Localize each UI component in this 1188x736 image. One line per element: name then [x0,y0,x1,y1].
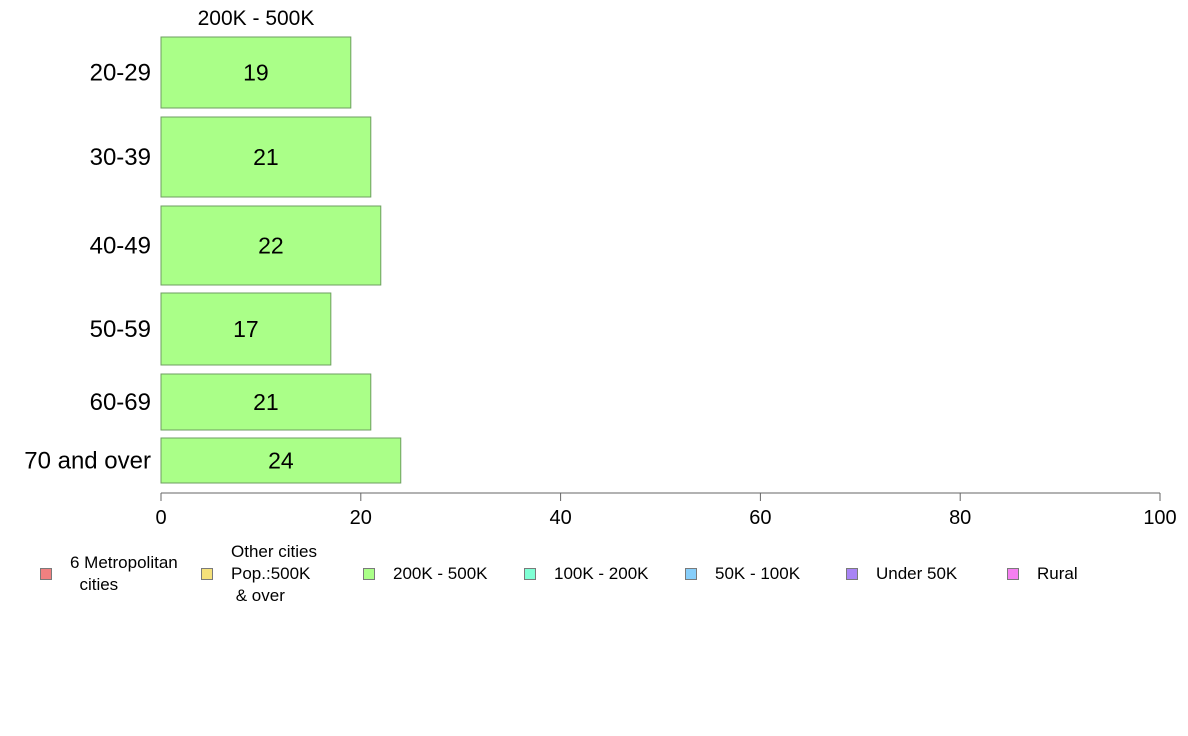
x-tick-label: 60 [749,507,771,529]
x-tick-label: 0 [155,507,166,529]
category-label: 50-59 [90,316,151,343]
legend: 6 Metropolitan cities Other cities Pop.:5… [0,540,1188,620]
legend-swatch [201,568,213,580]
legend-label: 50K - 100K [715,564,801,583]
category-label: 30-39 [90,144,151,171]
legend-swatch [846,568,858,580]
bar-value-label: 19 [243,60,269,86]
bar [160,205,382,286]
bar-value-label: 21 [253,144,279,170]
bar [160,292,332,366]
legend-item: Under 50K [846,563,957,585]
legend-swatch [685,568,697,580]
x-axis: 0 20 40 60 80 100 [155,492,1177,529]
legend-item: Other cities Pop.:500K & over [201,541,317,607]
bar-value-label: 24 [268,448,294,474]
chart-title: 200K - 500K [198,7,315,30]
legend-label: Rural [1037,564,1078,583]
x-tick-label: 20 [350,507,372,529]
legend-label: Under 50K [876,564,958,583]
legend-label: 200K - 500K [393,564,488,583]
legend-item: 100K - 200K [524,563,649,585]
x-tick-label: 40 [549,507,571,529]
legend-label: Other cities Pop.:500K & over [231,542,317,605]
bar [160,437,402,484]
bar [160,36,352,109]
x-tick-label: 80 [949,507,971,529]
bar-value-label: 17 [233,316,259,342]
x-tick-label: 100 [1143,507,1176,529]
legend-item: 50K - 100K [685,563,800,585]
legend-label: 100K - 200K [554,564,649,583]
legend-item: Rural [1007,563,1078,585]
bar [160,116,372,198]
bar-value-label: 21 [253,389,279,415]
legend-label: 6 Metropolitan cities [70,553,178,594]
legend-swatch [363,568,375,580]
bar-chart: 200K - 500K 19 20-29 21 30-39 22 40-49 17 50-59… [24,7,1177,529]
category-label: 40-49 [90,233,151,260]
category-label: 70 and over [24,448,151,475]
category-label: 20-29 [90,60,151,87]
legend-item: 200K - 500K [363,563,488,585]
legend-item: 6 Metropolitan cities [40,552,178,596]
legend-swatch [524,568,536,580]
bar [160,373,372,431]
bar-value-label: 22 [258,233,284,259]
category-label: 60-69 [90,389,151,416]
legend-swatch [1007,568,1019,580]
legend-swatch [40,568,52,580]
